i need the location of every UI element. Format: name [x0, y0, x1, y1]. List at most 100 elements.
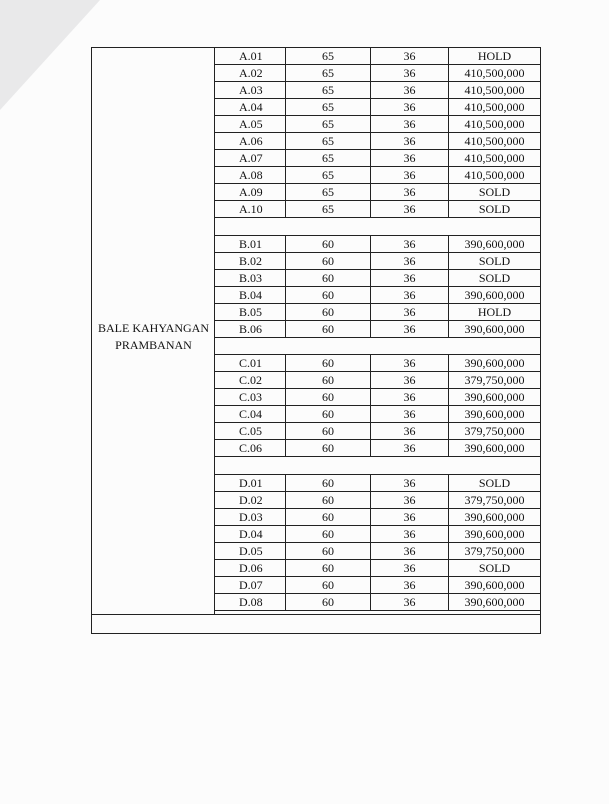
land-area-cell: 65 — [286, 116, 371, 132]
unit-code-cell: B.05 — [215, 303, 286, 320]
price-status-cell: 390,600,000 — [464, 594, 525, 609]
price-status-cell: 410,500,000 — [464, 100, 525, 114]
price-status-cell: 390,600,000 — [464, 390, 525, 404]
building-area-cell: 36 — [371, 201, 449, 217]
building-area-cell: 36 — [371, 303, 449, 320]
land-area-cell: 60 — [286, 286, 371, 303]
price-status-cell: 410,500,000 — [464, 151, 525, 165]
unit-code-cell: C.06 — [215, 440, 286, 456]
price-status-cell: 390,600,000 — [464, 509, 525, 524]
unit-code-cell: B.01 — [215, 235, 286, 252]
land-area-cell: 60 — [286, 320, 371, 337]
land-area-cell: 60 — [286, 406, 371, 422]
building-area-cell: 36 — [371, 320, 449, 337]
building-area-cell: 36 — [371, 423, 449, 439]
unit-code-cell: B.06 — [215, 320, 286, 337]
price-status-cell: 410,500,000 — [464, 168, 525, 182]
price-status-cell: 390,600,000 — [464, 236, 525, 251]
table-row: D.06 60 36 SOLD — [215, 559, 540, 577]
land-area-cell: 65 — [286, 48, 371, 64]
table-row: B.03 60 36 SOLD — [215, 269, 540, 287]
project-name-line1: BALE KAHYANGAN — [98, 321, 209, 335]
table-row: D.03 60 36 390,600,000 — [215, 508, 540, 526]
land-area-cell: 60 — [286, 542, 371, 559]
building-area-cell: 36 — [371, 150, 449, 166]
unit-code-cell: C.05 — [215, 423, 286, 439]
unit-code-cell: D.04 — [215, 525, 286, 542]
price-status-cell: 379,750,000 — [464, 543, 525, 558]
land-area-cell: 60 — [286, 389, 371, 405]
building-area-cell: 36 — [371, 355, 449, 371]
unit-code-cell: B.04 — [215, 286, 286, 303]
land-area-cell: 60 — [286, 525, 371, 542]
land-area-cell: 65 — [286, 82, 371, 98]
price-status-cell: 379,750,000 — [464, 373, 525, 387]
building-area-cell: 36 — [371, 525, 449, 542]
table-row: A.01 65 36 HOLD — [215, 48, 540, 65]
price-status-cell: 390,600,000 — [464, 441, 525, 455]
folded-corner — [0, 0, 100, 110]
price-status-cell: 390,600,000 — [464, 356, 525, 370]
unit-code-cell: A.01 — [215, 48, 286, 64]
unit-code-cell: D.06 — [215, 559, 286, 576]
land-area-cell: 60 — [286, 303, 371, 320]
unit-code-cell: D.08 — [215, 593, 286, 610]
price-status-cell: 390,600,000 — [464, 577, 525, 592]
table-row: C.06 60 36 390,600,000 — [215, 440, 540, 457]
price-status-cell: 390,600,000 — [464, 407, 525, 421]
table-row: C.02 60 36 379,750,000 — [215, 372, 540, 389]
table-row: A.06 65 36 410,500,000 — [215, 133, 540, 150]
building-area-cell: 36 — [371, 542, 449, 559]
land-area-cell: 60 — [286, 593, 371, 610]
table-row: A.10 65 36 SOLD — [215, 201, 540, 218]
table-row: D.04 60 36 390,600,000 — [215, 525, 540, 543]
unit-code-cell: A.02 — [215, 65, 286, 81]
price-status-cell: 410,500,000 — [464, 83, 525, 97]
price-status-cell: SOLD — [478, 475, 511, 490]
land-area-cell: 60 — [286, 559, 371, 576]
project-name: BALE KAHYANGAN PRAMBANAN — [92, 320, 215, 354]
table-row: B.04 60 36 390,600,000 — [215, 286, 540, 304]
building-area-cell: 36 — [371, 474, 449, 491]
table-row: A.05 65 36 410,500,000 — [215, 116, 540, 133]
table-row: A.08 65 36 410,500,000 — [215, 167, 540, 184]
unit-code-cell: A.10 — [215, 201, 286, 217]
building-area-cell: 36 — [371, 491, 449, 508]
land-area-cell: 65 — [286, 65, 371, 81]
land-area-cell: 60 — [286, 355, 371, 371]
block-separator-row — [215, 218, 540, 236]
unit-code-cell: C.03 — [215, 389, 286, 405]
unit-code-cell: D.01 — [215, 474, 286, 491]
block-separator-row — [215, 457, 540, 475]
building-area-cell: 36 — [371, 440, 449, 456]
building-area-cell: 36 — [371, 269, 449, 286]
land-area-cell: 65 — [286, 167, 371, 183]
project-column: BALE KAHYANGAN PRAMBANAN — [92, 48, 215, 614]
building-area-cell: 36 — [371, 389, 449, 405]
building-area-cell: 36 — [371, 99, 449, 115]
table-row: B.02 60 36 SOLD — [215, 252, 540, 270]
unit-code-cell: A.05 — [215, 116, 286, 132]
table-row: A.02 65 36 410,500,000 — [215, 65, 540, 82]
building-area-cell: 36 — [371, 167, 449, 183]
land-area-cell: 60 — [286, 576, 371, 593]
price-status-cell: 390,600,000 — [464, 526, 525, 541]
unit-code-cell: A.04 — [215, 99, 286, 115]
building-area-cell: 36 — [371, 576, 449, 593]
building-area-cell: 36 — [371, 82, 449, 98]
table-row: D.08 60 36 390,600,000 — [215, 593, 540, 611]
table-row: A.04 65 36 410,500,000 — [215, 99, 540, 116]
building-area-cell: 36 — [371, 508, 449, 525]
unit-code-cell: C.02 — [215, 372, 286, 388]
land-area-cell: 65 — [286, 184, 371, 200]
building-area-cell: 36 — [371, 593, 449, 610]
table-row: C.03 60 36 390,600,000 — [215, 389, 540, 406]
table-row: A.03 65 36 410,500,000 — [215, 82, 540, 99]
price-status-cell: SOLD — [478, 560, 511, 575]
table-row: C.04 60 36 390,600,000 — [215, 406, 540, 423]
building-area-cell: 36 — [371, 48, 449, 64]
price-status-cell: SOLD — [478, 270, 511, 285]
building-area-cell: 36 — [371, 235, 449, 252]
land-area-cell: 65 — [286, 133, 371, 149]
table-footer-row — [92, 614, 540, 616]
